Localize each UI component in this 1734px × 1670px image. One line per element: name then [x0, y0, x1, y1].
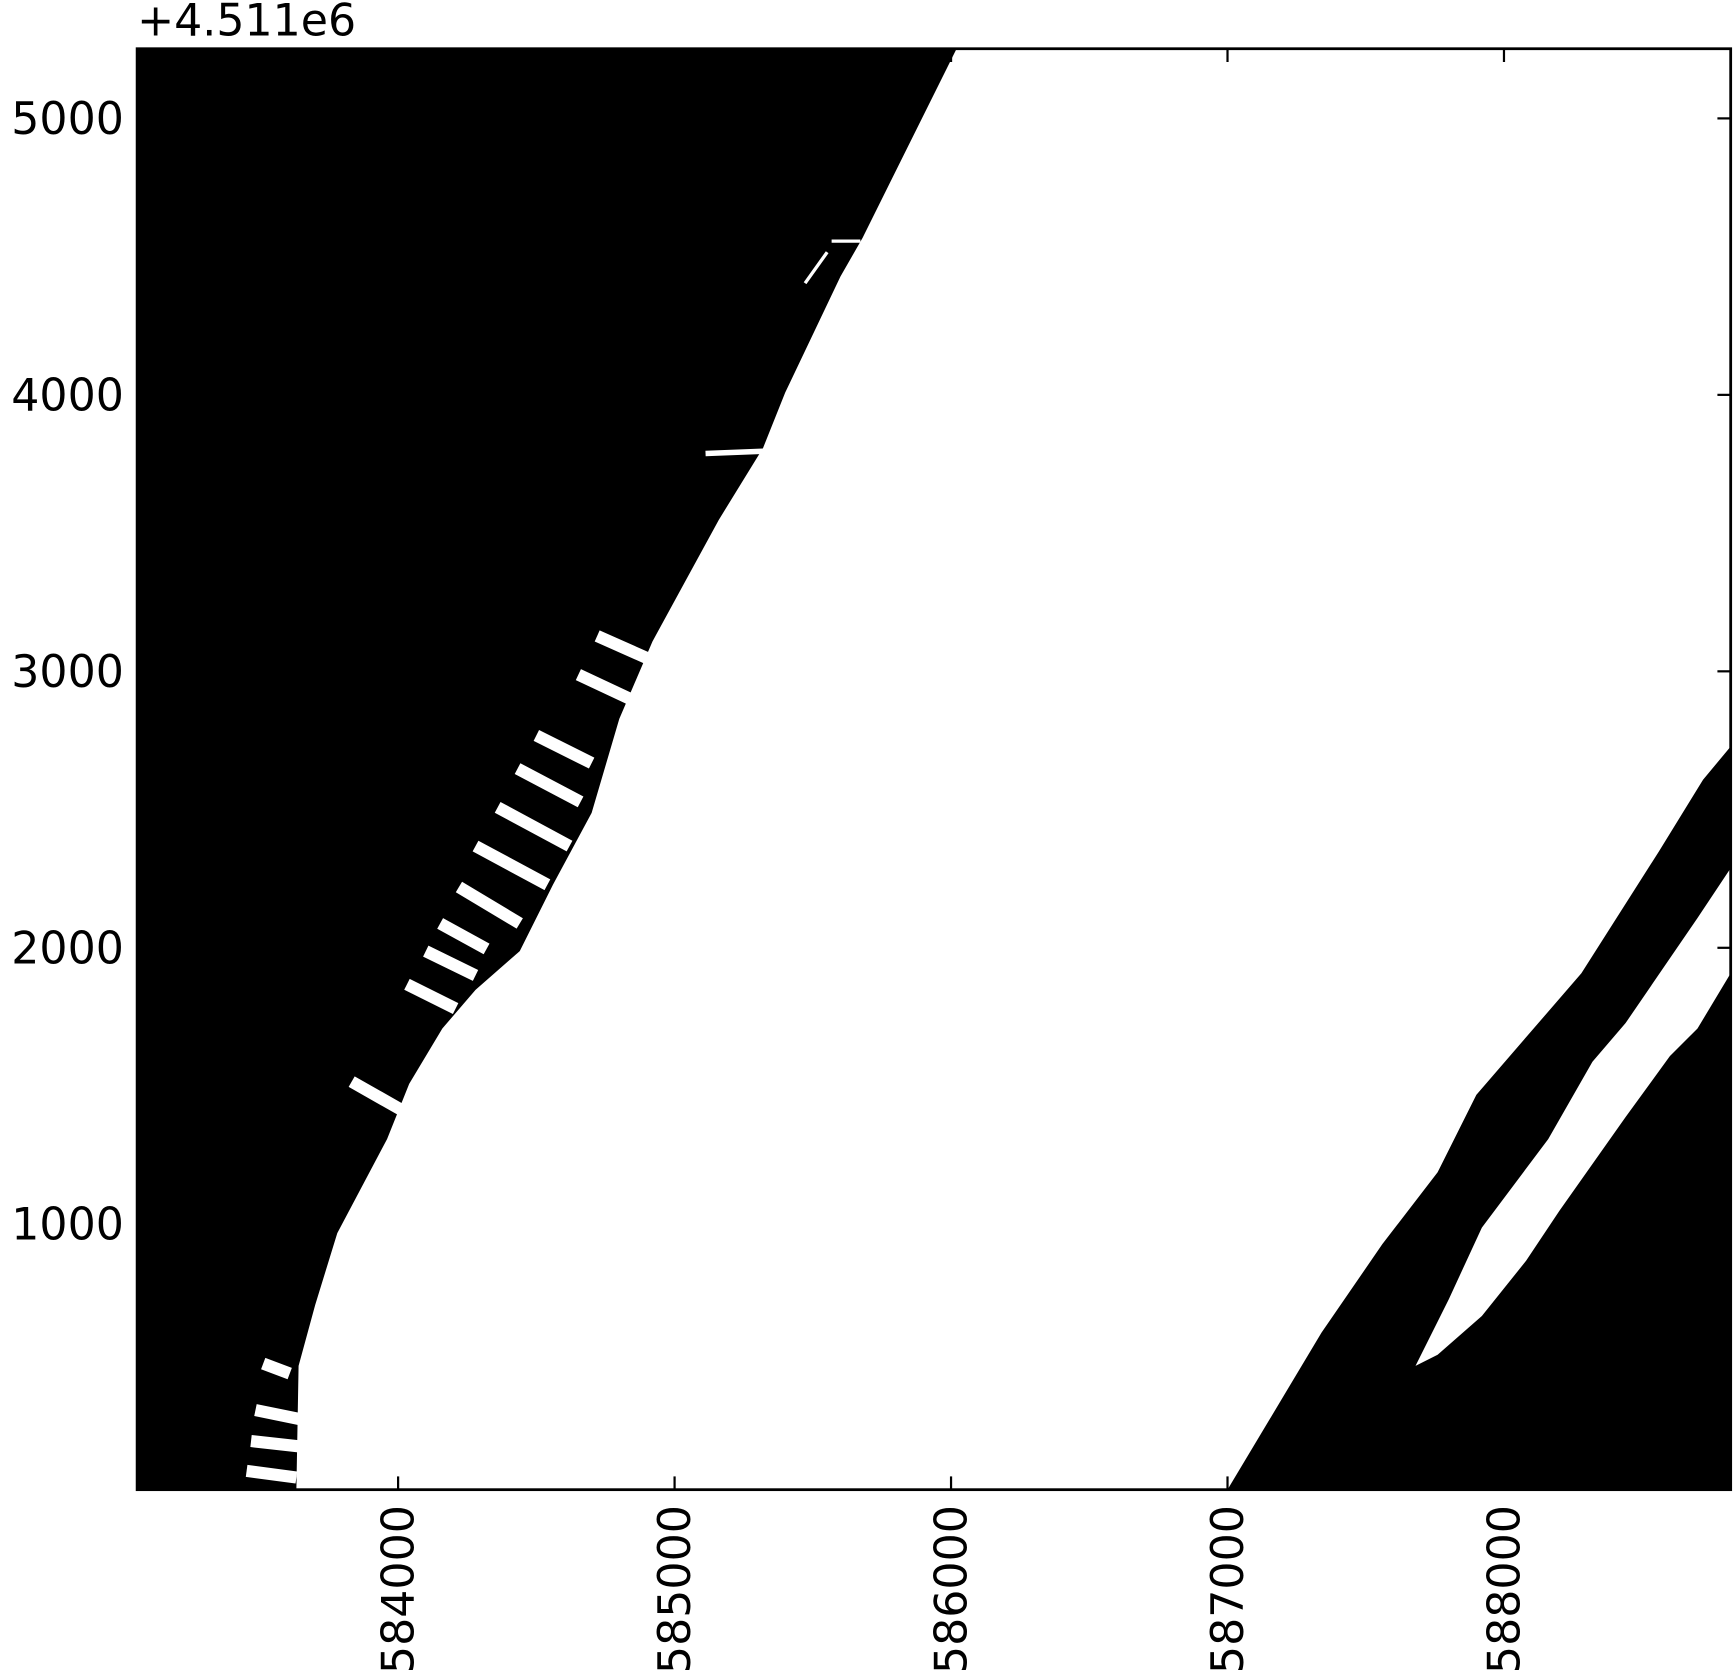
axes-frame [135, 47, 1733, 1492]
pier [404, 978, 459, 1015]
x-tick-label: 588000 [1479, 1505, 1530, 1670]
island [1415, 868, 1731, 1366]
y-tick-label: 4000 [11, 370, 124, 421]
pier [254, 1404, 306, 1426]
offset-label: +4.511e6 [137, 0, 356, 46]
x-tick-label: 586000 [927, 1505, 978, 1670]
pier [494, 801, 573, 852]
pier [472, 840, 551, 891]
y-tick-label: 2000 [11, 923, 124, 974]
y-tick-label: 5000 [11, 94, 124, 145]
x-tick-label: 584000 [374, 1505, 425, 1670]
pier [455, 881, 523, 929]
pier [514, 763, 584, 808]
water-west [137, 48, 957, 1490]
y-tick-label: 3000 [11, 647, 124, 698]
x-tick-label: 585000 [650, 1505, 701, 1670]
pier [348, 1076, 404, 1115]
pier [261, 1357, 292, 1380]
water-east [1227, 746, 1731, 1490]
pier [533, 730, 595, 769]
pier [250, 1434, 302, 1453]
pier [803, 251, 829, 285]
pier [594, 630, 650, 664]
pier [575, 669, 633, 705]
map-layer [137, 48, 1731, 1490]
piers [245, 239, 861, 1484]
pier [437, 918, 490, 955]
pier [423, 945, 479, 981]
y-tick-label: 1000 [11, 1200, 124, 1251]
pier [245, 1464, 298, 1484]
pier [705, 448, 764, 457]
x-tick-label: 587000 [1203, 1505, 1254, 1670]
